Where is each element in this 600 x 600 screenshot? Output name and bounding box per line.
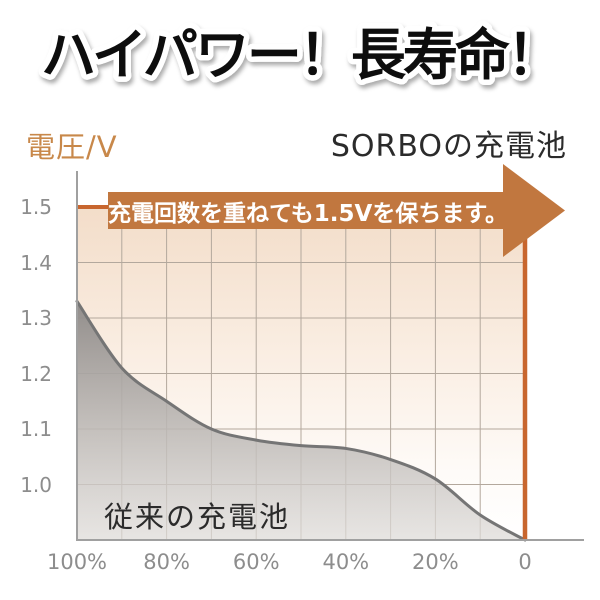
y-tick-label: 1.2 (20, 361, 52, 386)
headline-banner: ハイパワー！長寿命！ (36, 18, 568, 93)
banner-text: 充電回数を重ねても1.5Vを保ちます。 (107, 200, 509, 227)
y-tick-label: 1.1 (20, 417, 52, 441)
x-tick-label: 20% (412, 550, 459, 574)
legacy-series-label: 従来の充電池 (104, 500, 291, 534)
legacy-discharge-curve (75, 299, 527, 542)
arrow-head-icon (503, 164, 565, 257)
x-tick-label: 80% (143, 550, 190, 574)
legacy-discharge-area (77, 301, 525, 540)
x-tick-label: 60% (232, 550, 280, 574)
x-tick-label: 0 (518, 550, 532, 574)
banner-ribbon (108, 192, 503, 229)
y-tick-label: 1.0 (20, 472, 52, 497)
sorbo-series-label: SORBOの充電池 (330, 129, 567, 164)
y-tick-label: 1.5 (20, 195, 52, 219)
y-tick-label: 1.4 (20, 250, 52, 275)
x-tick-label: 40% (322, 550, 370, 574)
y-tick-label: 1.3 (20, 306, 52, 330)
x-tick-label: 100% (46, 550, 108, 574)
page-title: ハイパワー！長寿命！ (41, 23, 559, 87)
y-axis-unit-label: 電圧/V (26, 130, 118, 164)
